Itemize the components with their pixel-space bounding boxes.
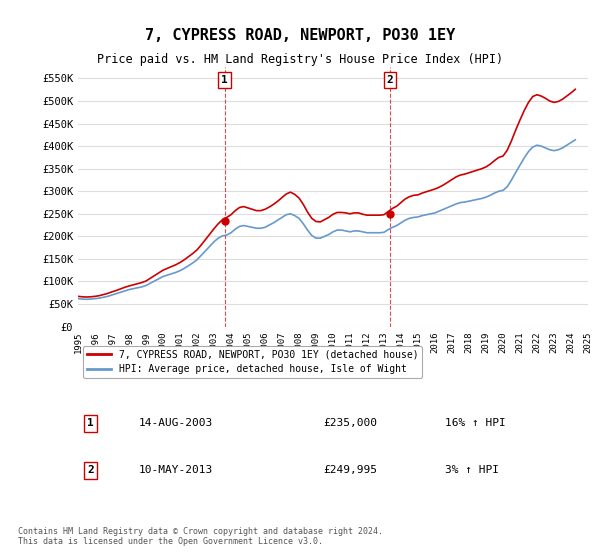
Text: 7, CYPRESS ROAD, NEWPORT, PO30 1EY: 7, CYPRESS ROAD, NEWPORT, PO30 1EY [145, 28, 455, 43]
Legend: 7, CYPRESS ROAD, NEWPORT, PO30 1EY (detached house), HPI: Average price, detache: 7, CYPRESS ROAD, NEWPORT, PO30 1EY (deta… [83, 346, 422, 378]
Text: £235,000: £235,000 [323, 418, 377, 428]
Text: 10-MAY-2013: 10-MAY-2013 [139, 465, 214, 475]
Text: 16% ↑ HPI: 16% ↑ HPI [445, 418, 506, 428]
Text: Price paid vs. HM Land Registry's House Price Index (HPI): Price paid vs. HM Land Registry's House … [97, 53, 503, 66]
Text: 2: 2 [88, 465, 94, 475]
Text: 1: 1 [88, 418, 94, 428]
Text: £249,995: £249,995 [323, 465, 377, 475]
Text: Contains HM Land Registry data © Crown copyright and database right 2024.
This d: Contains HM Land Registry data © Crown c… [18, 526, 383, 546]
Text: 1: 1 [221, 75, 228, 85]
Text: 3% ↑ HPI: 3% ↑ HPI [445, 465, 499, 475]
Text: 2: 2 [387, 75, 394, 85]
Text: 14-AUG-2003: 14-AUG-2003 [139, 418, 214, 428]
